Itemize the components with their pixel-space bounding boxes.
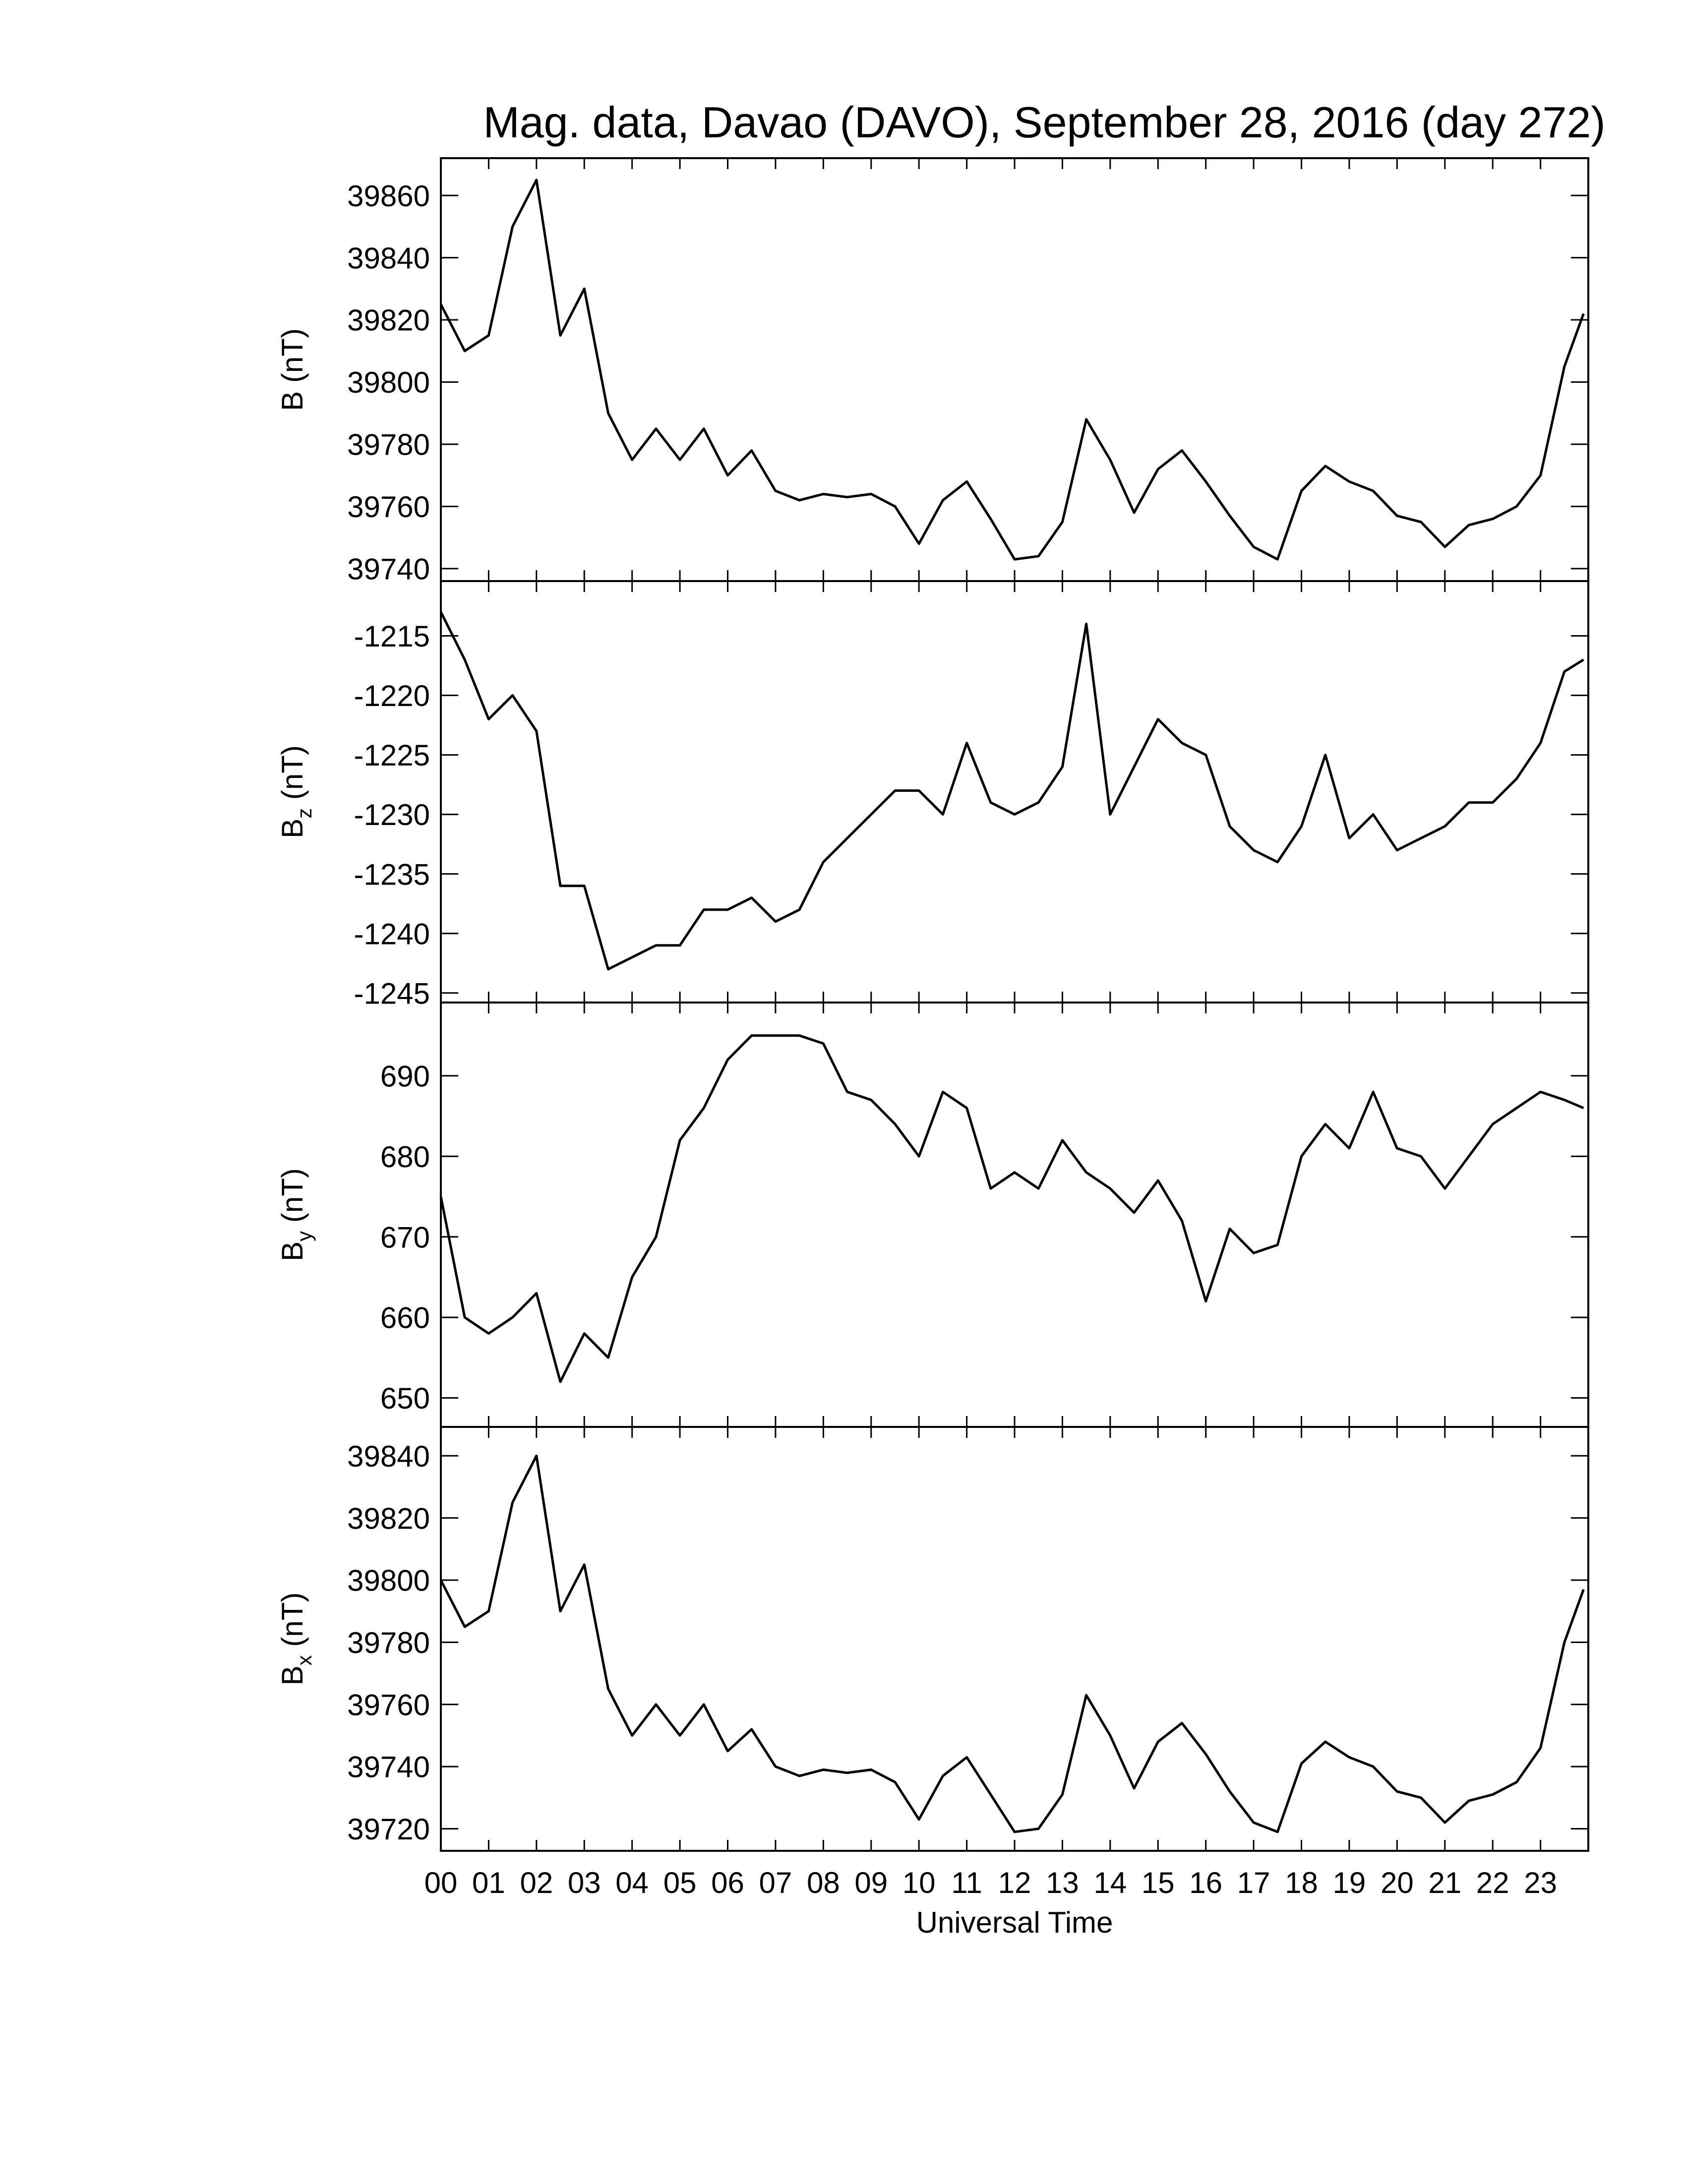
y-tick-label: 39840 (347, 241, 430, 275)
y-axis-label: B (nT) (276, 328, 309, 411)
x-tick-label: 23 (1524, 1866, 1557, 1899)
y-tick-label: 650 (380, 1382, 430, 1415)
y-tick-label: 39860 (347, 179, 430, 213)
y-tick-label: 39740 (347, 553, 430, 586)
x-tick-label: 05 (663, 1866, 697, 1899)
y-axis-label-symbol: B (276, 819, 309, 838)
x-tick-label: 10 (903, 1866, 936, 1899)
plot-frame (440, 1002, 1589, 1428)
y-axis-label-subscript: x (293, 1655, 316, 1665)
y-tick-label: -1220 (354, 679, 430, 712)
y-tick-label: -1225 (354, 739, 430, 772)
plot-frame (440, 1426, 1589, 1852)
y-axis-label-unit: (nT) (276, 1593, 309, 1647)
y-tick-label: 39780 (347, 428, 430, 462)
y-axis-label-symbol: B (276, 1665, 309, 1685)
y-tick-label: 39760 (347, 490, 430, 524)
x-tick-label: 22 (1476, 1866, 1509, 1899)
y-tick-label: 39800 (347, 366, 430, 399)
x-tick-label: 04 (615, 1866, 649, 1899)
x-tick-label: 09 (854, 1866, 888, 1899)
y-axis-label: Bz (nT) (276, 745, 316, 838)
y-axis-label-unit: (nT) (276, 745, 309, 800)
x-tick-label: 00 (424, 1866, 458, 1899)
data-line (439, 1034, 1584, 1383)
x-tick-label: 15 (1142, 1866, 1175, 1899)
x-tick-label: 06 (711, 1866, 744, 1899)
x-tick-label: 16 (1189, 1866, 1222, 1899)
y-axis-label-subscript: y (293, 1231, 316, 1241)
y-axis-label-unit: (nT) (276, 328, 309, 383)
x-tick-label: 17 (1237, 1866, 1270, 1899)
y-tick-label: 660 (380, 1301, 430, 1335)
x-tick-label: 13 (1046, 1866, 1079, 1899)
y-tick-label: 670 (380, 1221, 430, 1254)
y-tick-label: 39800 (347, 1564, 430, 1597)
y-tick-label: 39780 (347, 1626, 430, 1659)
x-tick-label: 03 (568, 1866, 601, 1899)
x-tick-label: 21 (1428, 1866, 1461, 1899)
data-line (439, 1454, 1585, 1833)
x-tick-label: 20 (1381, 1866, 1414, 1899)
x-tick-label: 19 (1333, 1866, 1366, 1899)
y-tick-label: 39820 (347, 304, 430, 337)
plot-frame (440, 580, 1589, 1003)
x-tick-label: 02 (520, 1866, 553, 1899)
x-tick-label: 08 (807, 1866, 840, 1899)
y-tick-label: -1215 (354, 620, 430, 653)
y-tick-label: -1240 (354, 917, 430, 950)
x-tick-label: 11 (951, 1866, 982, 1899)
y-tick-label: -1230 (354, 798, 430, 831)
y-tick-label: -1245 (354, 977, 430, 1010)
y-tick-label: 39840 (347, 1440, 430, 1473)
x-axis-label: Universal Time (916, 1906, 1113, 1939)
data-line (439, 178, 1585, 561)
y-axis-label-unit: (nT) (276, 1168, 309, 1223)
chart-title: Mag. data, Davao (DAVO), September 28, 2… (483, 98, 1605, 147)
x-tick-label: 12 (998, 1866, 1031, 1899)
y-tick-label: 39720 (347, 1813, 430, 1846)
plot-frame (440, 157, 1589, 582)
y-axis-label: Bx (nT) (276, 1593, 316, 1686)
x-tick-label: 07 (759, 1866, 792, 1899)
y-tick-label: 690 (380, 1060, 430, 1093)
y-tick-label: 39740 (347, 1751, 430, 1784)
y-tick-label: 39820 (347, 1502, 430, 1535)
y-axis-label-symbol: B (276, 391, 309, 411)
y-axis-label: By (nT) (276, 1168, 316, 1261)
x-tick-label: 18 (1285, 1866, 1318, 1899)
x-tick-label: 14 (1093, 1866, 1127, 1899)
x-tick-label: 01 (472, 1866, 505, 1899)
y-axis-label-subscript: z (293, 808, 316, 819)
y-tick-label: 39760 (347, 1688, 430, 1721)
y-axis-label-symbol: B (276, 1241, 309, 1261)
data-line (439, 611, 1584, 971)
y-tick-label: -1235 (354, 858, 430, 891)
y-tick-label: 680 (380, 1140, 430, 1174)
